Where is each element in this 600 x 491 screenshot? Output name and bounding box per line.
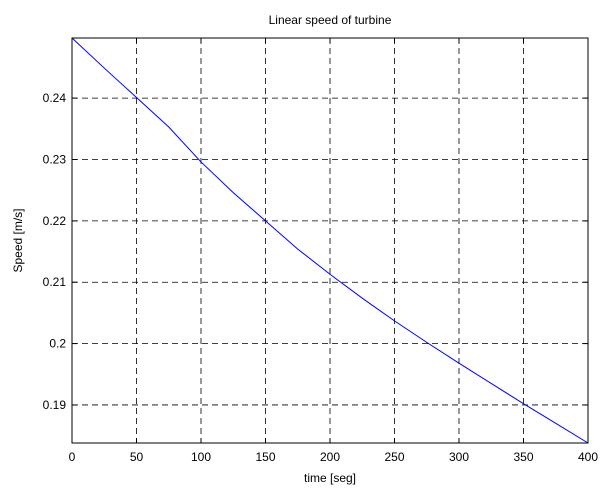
y-tick-label: 0.23 — [43, 153, 67, 167]
y-tick-label: 0.19 — [43, 398, 67, 412]
axis-ticks — [71, 38, 589, 443]
x-tick-label: 200 — [320, 450, 340, 464]
y-tick-label: 0.2 — [49, 337, 66, 351]
x-tick-label: 350 — [513, 450, 533, 464]
y-tick-label: 0.22 — [43, 214, 67, 228]
x-tick-label: 50 — [130, 450, 144, 464]
y-axis-tick-labels: 0.19 0.2 0.21 0.22 0.23 0.24 — [43, 91, 67, 412]
y-axis-label: Speed [m/s] — [11, 208, 25, 272]
x-tick-label: 0 — [69, 450, 76, 464]
x-tick-label: 100 — [191, 450, 211, 464]
y-tick-label: 0.21 — [43, 275, 67, 289]
x-axis-tick-labels: 0 50 100 150 200 250 300 350 400 — [69, 450, 599, 464]
x-tick-label: 300 — [449, 450, 469, 464]
y-tick-label: 0.24 — [43, 91, 67, 105]
chart-title: Linear speed of turbine — [269, 13, 392, 27]
speed-series-line — [71, 37, 589, 444]
x-tick-label: 150 — [255, 450, 275, 464]
grid — [72, 38, 588, 443]
x-tick-label: 400 — [578, 450, 598, 464]
x-tick-label: 250 — [384, 450, 404, 464]
series-group — [71, 37, 589, 444]
x-axis-label: time [seg] — [304, 471, 356, 485]
